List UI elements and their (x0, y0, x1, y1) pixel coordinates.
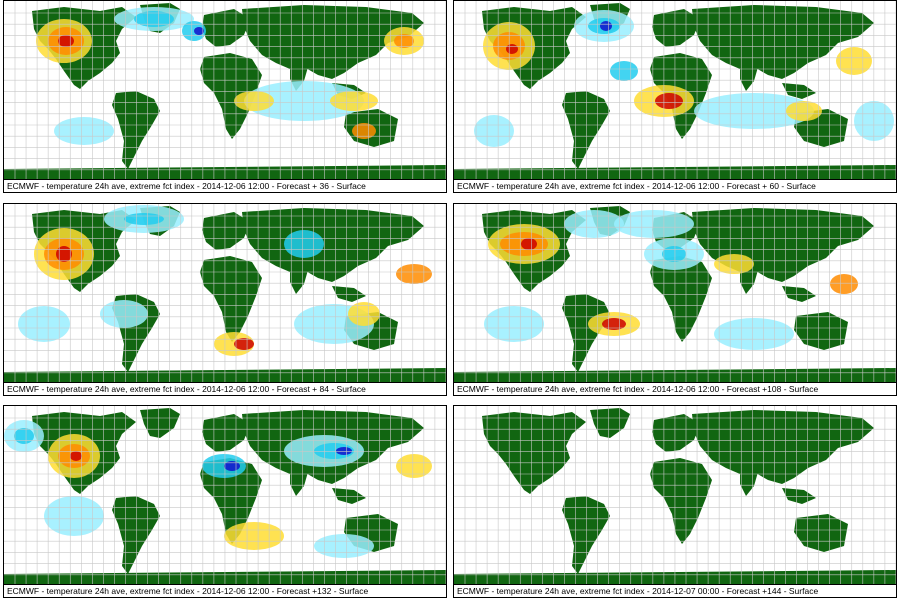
panel-caption: ECMWF - temperature 24h ave, extreme fct… (454, 179, 896, 192)
land-southeast-asia-islands (782, 286, 816, 302)
land-south-america (562, 91, 610, 169)
anomaly-region (714, 318, 794, 350)
land-south-america (112, 496, 160, 574)
anomaly-region (786, 101, 822, 121)
anomaly-region (830, 274, 858, 294)
anomaly-region (124, 213, 164, 225)
map-panel-forecast-60: ECMWF - temperature 24h ave, extreme fct… (453, 0, 897, 193)
lat-lon-grid (454, 1, 896, 180)
anomaly-region (396, 454, 432, 478)
land-india (740, 268, 758, 294)
land-india (740, 65, 758, 91)
panel-caption: ECMWF - temperature 24h ave, extreme fct… (4, 584, 446, 597)
anomaly-region (336, 447, 352, 455)
anomaly-region (14, 428, 34, 444)
map-panel-forecast-132: ECMWF - temperature 24h ave, extreme fct… (3, 405, 447, 598)
map-forecast-36 (4, 1, 446, 180)
anomaly-region (348, 302, 380, 326)
anomaly-region (234, 338, 254, 350)
land-africa (200, 458, 262, 544)
land-india (290, 470, 308, 496)
anomaly-region (600, 21, 612, 31)
lat-lon-grid (4, 1, 446, 180)
lat-lon-grid (4, 204, 446, 383)
anomaly-region (224, 522, 284, 550)
anomaly-region (330, 91, 378, 111)
map-panel-forecast-144: ECMWF - temperature 24h ave, extreme fct… (453, 405, 897, 598)
anomaly-region (134, 11, 174, 27)
land-africa (650, 458, 712, 544)
map-forecast-108 (454, 204, 896, 383)
anomaly-region (314, 534, 374, 558)
lat-lon-grid (4, 406, 446, 585)
anomaly-region (352, 123, 376, 139)
anomaly-region (694, 93, 814, 129)
land-asia (692, 410, 874, 484)
map-forecast-84 (4, 204, 446, 383)
map-forecast-60 (454, 1, 896, 180)
land-asia (242, 5, 424, 79)
land-australia (794, 514, 848, 552)
land-south-america (562, 496, 610, 574)
anomaly-region (284, 230, 324, 258)
land-south-america (562, 294, 610, 372)
land-india (740, 470, 758, 496)
land-africa (650, 256, 712, 342)
anomaly-region (614, 210, 694, 238)
anomaly-region (564, 210, 624, 238)
anomaly-region (655, 93, 683, 109)
land-north-america (482, 412, 586, 494)
anomaly-region (474, 115, 514, 147)
land-southeast-asia-islands (782, 488, 816, 504)
land-africa (200, 256, 262, 342)
anomaly-layer (18, 205, 432, 356)
land-australia (794, 312, 848, 350)
map-forecast-144 (454, 406, 896, 585)
anomaly-region (58, 35, 74, 47)
anomaly-region (18, 306, 70, 342)
anomaly-layer (474, 10, 894, 147)
land-greenland (590, 408, 630, 438)
lat-lon-grid (454, 406, 896, 585)
land-south-america (112, 91, 160, 169)
land-africa (200, 53, 262, 139)
panel-caption: ECMWF - temperature 24h ave, extreme fct… (454, 584, 896, 597)
map-panel-forecast-108: ECMWF - temperature 24h ave, extreme fct… (453, 203, 897, 396)
anomaly-region (714, 254, 754, 274)
anomaly-region (54, 117, 114, 145)
anomaly-region (244, 81, 364, 121)
anomaly-region (396, 264, 432, 284)
anomaly-region (100, 300, 148, 328)
anomaly-layer (36, 7, 424, 145)
anomaly-region (506, 44, 518, 54)
anomaly-region (836, 47, 872, 75)
anomaly-region (394, 34, 414, 48)
anomaly-region (521, 238, 537, 250)
anomaly-region (70, 451, 82, 461)
anomaly-region (484, 306, 544, 342)
land-asia (692, 5, 874, 79)
land-southeast-asia-islands (332, 488, 366, 504)
panel-caption: ECMWF - temperature 24h ave, extreme fct… (4, 179, 446, 192)
anomaly-layer (484, 210, 858, 350)
land-greenland (140, 408, 180, 438)
anomaly-region (194, 27, 204, 35)
map-panel-forecast-84: ECMWF - temperature 24h ave, extreme fct… (3, 203, 447, 396)
panel-caption: ECMWF - temperature 24h ave, extreme fct… (454, 382, 896, 395)
panel-caption: ECMWF - temperature 24h ave, extreme fct… (4, 382, 446, 395)
map-panel-forecast-36: ECMWF - temperature 24h ave, extreme fct… (3, 0, 447, 193)
land-asia (242, 208, 424, 282)
lat-lon-grid (454, 204, 896, 383)
anomaly-layer (4, 420, 432, 558)
anomaly-region (662, 246, 686, 262)
land-southeast-asia-islands (332, 286, 366, 302)
anomaly-region (234, 91, 274, 111)
anomaly-region (56, 246, 72, 262)
anomaly-region (610, 61, 638, 81)
land-india (290, 268, 308, 294)
map-forecast-132 (4, 406, 446, 585)
